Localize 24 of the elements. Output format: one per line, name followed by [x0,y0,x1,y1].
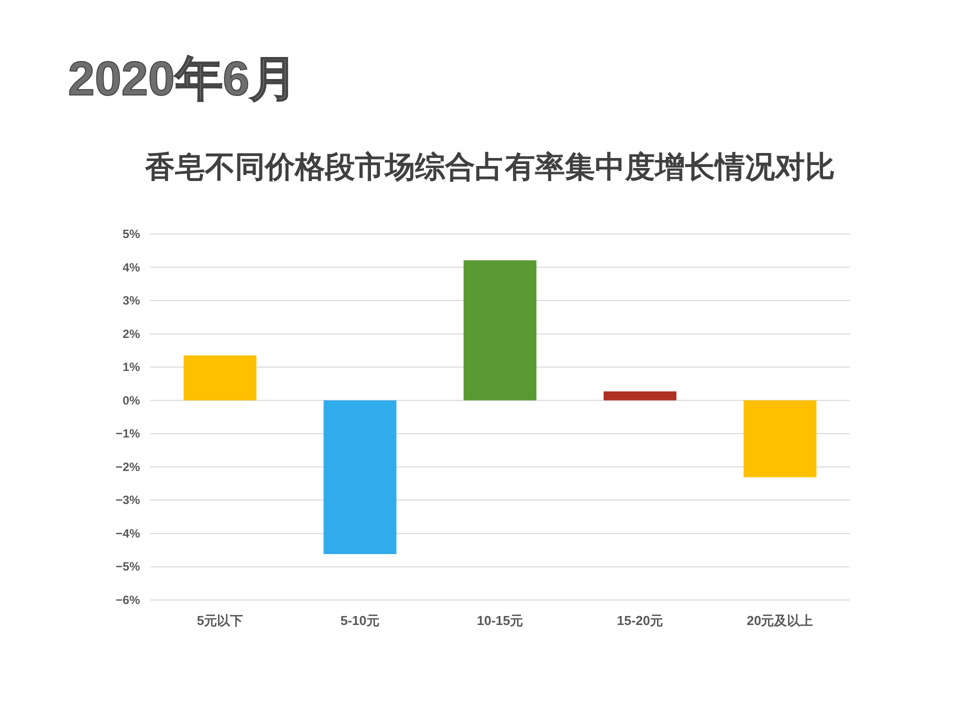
bar [464,260,536,400]
y-tick-label: 4% [122,260,140,274]
x-tick-label: 5元以下 [196,613,244,628]
bar [604,391,676,400]
y-tick-label: −6% [116,593,140,607]
x-tick-label: 15-20元 [616,613,664,628]
y-tick-label: 1% [122,360,140,374]
y-tick-label: 3% [122,294,140,308]
y-tick-label: 5% [122,227,140,241]
y-tick-label: −3% [116,493,140,508]
bar [184,355,256,400]
y-tick-label: −2% [116,460,140,474]
chart-title: 香皂不同价格段市场综合占有率集中度增长情况对比 [144,150,835,184]
x-tick-label: 5-10元 [340,613,380,628]
y-tick-label: −4% [116,526,140,540]
x-tick-label: 20元及以上 [746,613,814,628]
y-tick-label: −1% [116,426,140,441]
y-tick-label: −5% [116,560,140,574]
bar [324,400,396,554]
bar [744,400,816,478]
x-tick-label: 10-15元 [476,613,524,628]
text: 2020年6月 [68,53,298,106]
y-tick-label: 2% [122,326,140,341]
y-tick-label: 0% [122,393,140,408]
